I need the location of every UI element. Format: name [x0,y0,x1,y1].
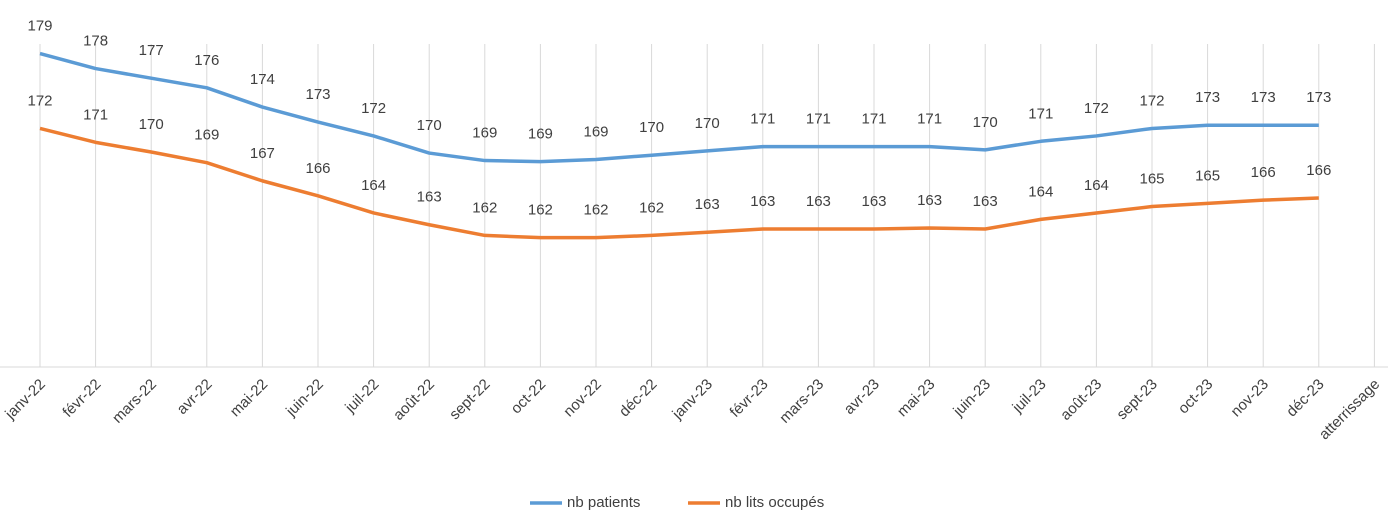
x-tick-label: juil-23 [1009,376,1050,417]
data-label: 173 [1306,89,1331,106]
data-label: 171 [861,111,886,128]
data-label: 172 [27,92,52,109]
data-label: 170 [417,117,442,134]
data-label: 166 [1251,164,1276,181]
series-line [39,51,1319,164]
data-label: 163 [806,193,831,210]
data-label: 162 [472,199,497,216]
x-tick-label: sept-23 [1113,376,1160,423]
data-label: 171 [806,111,831,128]
x-tick-label: déc-23 [1283,376,1327,420]
legend-label: nb lits occupés [725,494,824,511]
data-label: 164 [361,177,386,194]
x-tick-label: mars-23 [776,376,827,427]
data-label: 171 [750,111,775,128]
data-label: 169 [194,127,219,144]
x-tick-label: mars-22 [109,376,160,427]
x-tick-label: févr-22 [59,376,104,421]
data-label: 177 [139,42,164,59]
data-label: 163 [417,189,442,206]
x-tick-label: févr-23 [727,376,772,421]
x-tick-label: déc-22 [616,376,660,420]
x-tick-label: oct-22 [508,376,550,418]
x-tick-label: janv-23 [669,376,717,424]
data-label: 171 [1028,105,1053,122]
x-tick-label: oct-23 [1175,376,1217,418]
x-tick-label: juin-22 [282,376,327,421]
x-tick-label: juin-23 [949,376,994,421]
data-label: 167 [250,145,275,162]
data-label: 164 [1084,177,1109,194]
data-label: 170 [139,116,164,133]
data-label: 170 [695,115,720,132]
data-label: 162 [639,199,664,216]
data-label: 163 [973,193,998,210]
x-tick-label: nov-23 [1228,376,1272,420]
data-label: 176 [194,52,219,69]
data-label: 165 [1139,171,1164,188]
data-label: 178 [83,33,108,50]
data-label: 171 [917,111,942,128]
data-label: 169 [528,126,553,143]
data-label: 162 [528,202,553,219]
data-label: 174 [250,71,275,88]
data-label: 179 [27,18,52,35]
data-label: 173 [1195,89,1220,106]
data-label: 173 [1251,89,1276,106]
data-label: 163 [861,193,886,210]
data-label: 164 [1028,183,1053,200]
x-tick-label: atterrissage [1316,376,1383,443]
data-label: 173 [305,86,330,103]
data-label: 166 [305,160,330,177]
x-tick-label: août-22 [390,376,438,424]
x-tick-label: mai-22 [227,376,271,420]
data-label: 163 [750,193,775,210]
data-label: 172 [361,100,386,117]
data-label: 172 [1084,100,1109,117]
data-label: 166 [1306,162,1331,179]
data-label: 162 [583,202,608,219]
x-tick-label: juil-22 [341,376,382,417]
legend-label: nb patients [567,494,640,511]
data-label: 165 [1195,167,1220,184]
x-tick-label: janv-22 [1,376,49,424]
x-tick-label: avr-22 [174,376,216,418]
data-label: 170 [639,119,664,136]
x-tick-label: nov-22 [560,376,604,420]
data-label: 171 [83,106,108,123]
x-tick-label: avr-23 [841,376,883,418]
data-label: 172 [1139,92,1164,109]
data-label: 170 [973,114,998,131]
data-label: 163 [917,192,942,209]
data-label: 169 [472,125,497,142]
legend: nb patients nb lits occupés [530,494,824,511]
x-tick-label: mai-23 [894,376,938,420]
x-tick-label: sept-22 [446,376,493,423]
series-line [39,126,1319,240]
data-label: 169 [583,123,608,140]
x-tick-label: août-23 [1057,376,1105,424]
data-label: 163 [695,196,720,213]
